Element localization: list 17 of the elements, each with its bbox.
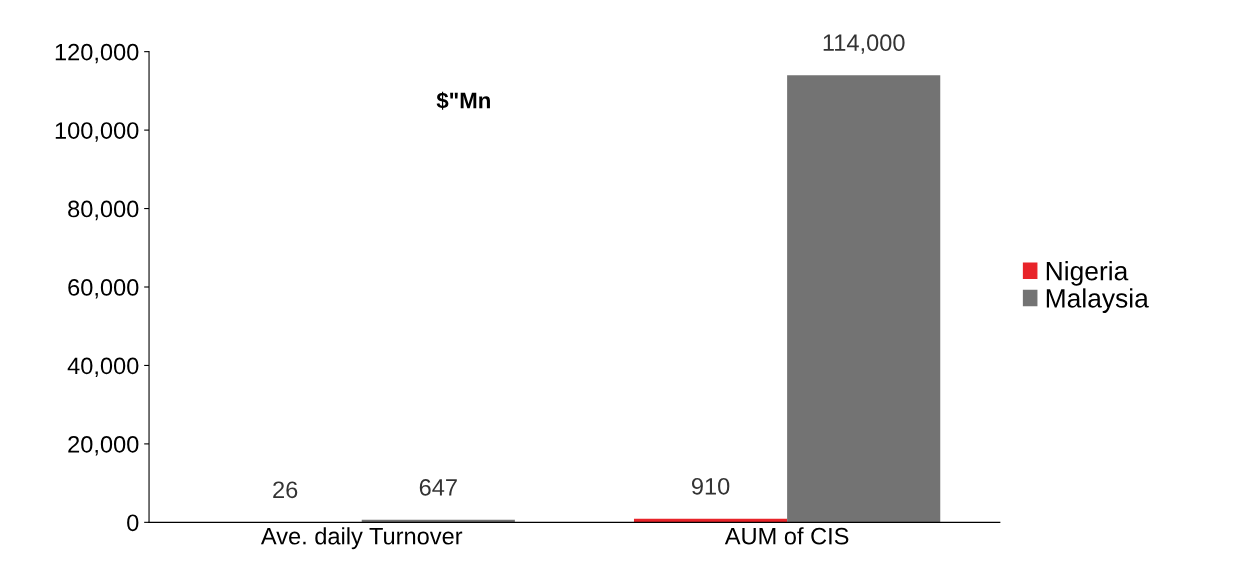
bar — [787, 75, 941, 523]
data-label: 647 — [419, 478, 457, 496]
data-label: 26 — [273, 481, 298, 499]
data-label: 114,000 — [823, 34, 905, 54]
legend-label: Nigeria — [1046, 261, 1129, 286]
y-tick-label: 100,000 — [55, 122, 139, 142]
y-tick-label: 80,000 — [68, 200, 139, 221]
y-tick-label: 0 — [127, 514, 139, 532]
annotation: $"Mn — [436, 91, 490, 110]
x-tick-label: AUM of CIS — [724, 527, 849, 545]
x-tick-label: Ave. daily Turnover — [260, 527, 463, 550]
y-tick-label: 40,000 — [67, 357, 139, 378]
legend-label: Malaysia — [1046, 288, 1149, 313]
y-tick-label: 60,000 — [68, 279, 139, 299]
data-label: 910 — [691, 477, 730, 495]
y-tick-label: 20,000 — [68, 435, 139, 456]
y-tick-label: 120,000 — [55, 43, 139, 64]
